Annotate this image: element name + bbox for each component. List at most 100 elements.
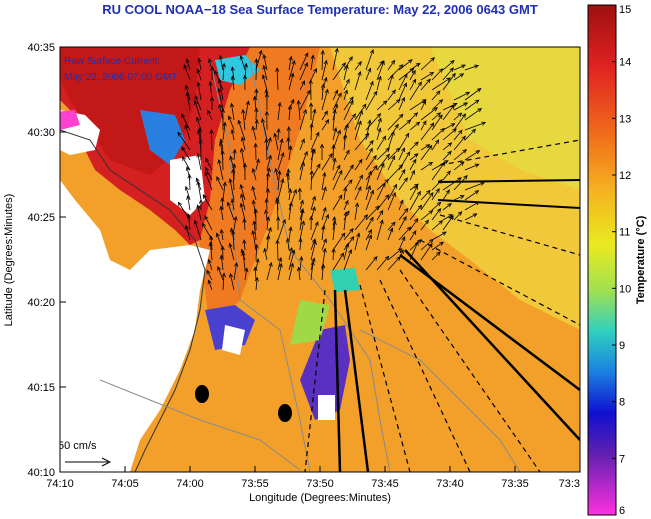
current-vector	[409, 99, 427, 111]
current-vector-head	[196, 128, 202, 134]
current-vector	[431, 90, 441, 101]
current-vector	[409, 153, 419, 161]
current-vector	[343, 79, 350, 91]
current-vector	[205, 158, 213, 171]
current-vector-head	[310, 260, 315, 266]
current-vector-head	[286, 126, 291, 131]
current-vector-head	[367, 119, 372, 125]
current-vector-head	[181, 113, 185, 119]
current-vector	[398, 216, 407, 231]
current-vector-head	[315, 131, 320, 137]
current-vector-head	[275, 239, 280, 244]
current-vector	[365, 68, 371, 81]
current-vector-head	[422, 99, 426, 105]
current-vector-head	[276, 216, 281, 221]
current-vector	[255, 258, 259, 271]
current-vector	[420, 192, 434, 211]
current-vector-head	[339, 252, 345, 258]
current-vector-head	[303, 150, 308, 156]
current-vector-head	[372, 154, 377, 160]
current-vector	[185, 225, 191, 241]
current-vector	[310, 170, 313, 191]
current-vector-head	[402, 215, 407, 221]
current-vector	[204, 215, 213, 231]
current-vector	[398, 83, 407, 101]
current-vector-head	[438, 99, 444, 104]
current-vector-head	[244, 267, 249, 273]
current-vector	[409, 141, 419, 151]
current-vector-head	[300, 208, 305, 214]
current-vector	[332, 232, 346, 251]
current-vector-head	[287, 188, 293, 194]
current-vector-head	[426, 189, 431, 195]
current-vector	[343, 124, 349, 141]
current-vector-head	[254, 107, 259, 113]
current-vector	[431, 231, 447, 241]
current-vector	[442, 60, 455, 71]
current-vector-head	[204, 215, 209, 220]
current-vector	[255, 159, 260, 171]
current-vector	[354, 110, 363, 131]
current-vector	[398, 147, 405, 161]
current-vector	[231, 103, 235, 121]
current-vector	[431, 68, 443, 81]
current-vector-head	[227, 115, 232, 121]
current-vector-head	[345, 210, 350, 216]
current-vector-head	[252, 220, 257, 226]
current-vector	[196, 178, 202, 191]
current-vector-head	[391, 155, 396, 161]
current-vector	[420, 145, 432, 161]
current-vector	[211, 129, 213, 151]
current-vector	[185, 85, 191, 101]
current-vector-head	[218, 103, 223, 109]
current-vector	[299, 238, 302, 251]
current-vector	[365, 205, 380, 221]
current-vector-head	[207, 279, 212, 285]
current-vector-head	[385, 194, 390, 199]
current-vector	[232, 169, 235, 191]
current-vector-head	[323, 76, 328, 82]
current-vector-head	[475, 150, 481, 155]
current-vector-head	[401, 147, 405, 153]
current-vector-head	[438, 220, 444, 225]
current-vector-head	[242, 74, 248, 80]
current-vector	[197, 153, 202, 171]
current-vector	[442, 151, 452, 161]
current-vector	[387, 248, 403, 261]
current-vector-head	[226, 201, 231, 207]
colorbar-tick-label: 8	[619, 397, 625, 409]
current-vector-head	[391, 192, 396, 197]
current-vector	[299, 200, 304, 211]
current-vector-head	[413, 185, 418, 190]
current-vector	[365, 171, 372, 191]
current-vector	[464, 88, 482, 101]
current-vector	[409, 205, 422, 221]
current-vector	[186, 58, 191, 71]
current-vector-head	[242, 162, 248, 168]
current-vector-head	[204, 170, 209, 176]
current-vector	[332, 90, 338, 101]
current-vector-head	[403, 73, 408, 79]
current-vector-head	[241, 108, 246, 114]
current-vector	[442, 105, 455, 121]
current-vector-head	[291, 59, 296, 65]
current-vector-head	[208, 80, 213, 86]
current-vector	[376, 194, 390, 211]
current-vector-head	[325, 213, 329, 219]
current-vector-head	[322, 186, 327, 192]
current-vector	[197, 205, 202, 221]
current-vector	[321, 238, 327, 251]
current-vector-head	[285, 172, 290, 177]
current-vector	[343, 90, 348, 101]
current-vector-head	[395, 98, 401, 104]
current-vector-head	[290, 72, 295, 78]
current-vector-head	[435, 188, 440, 193]
current-vector	[321, 153, 333, 171]
current-vector	[431, 77, 451, 91]
current-vector-head	[379, 209, 384, 215]
current-vector	[277, 263, 282, 281]
current-vector	[387, 228, 393, 241]
current-vector	[255, 50, 262, 71]
current-vector	[409, 218, 419, 231]
current-vector	[233, 216, 237, 231]
